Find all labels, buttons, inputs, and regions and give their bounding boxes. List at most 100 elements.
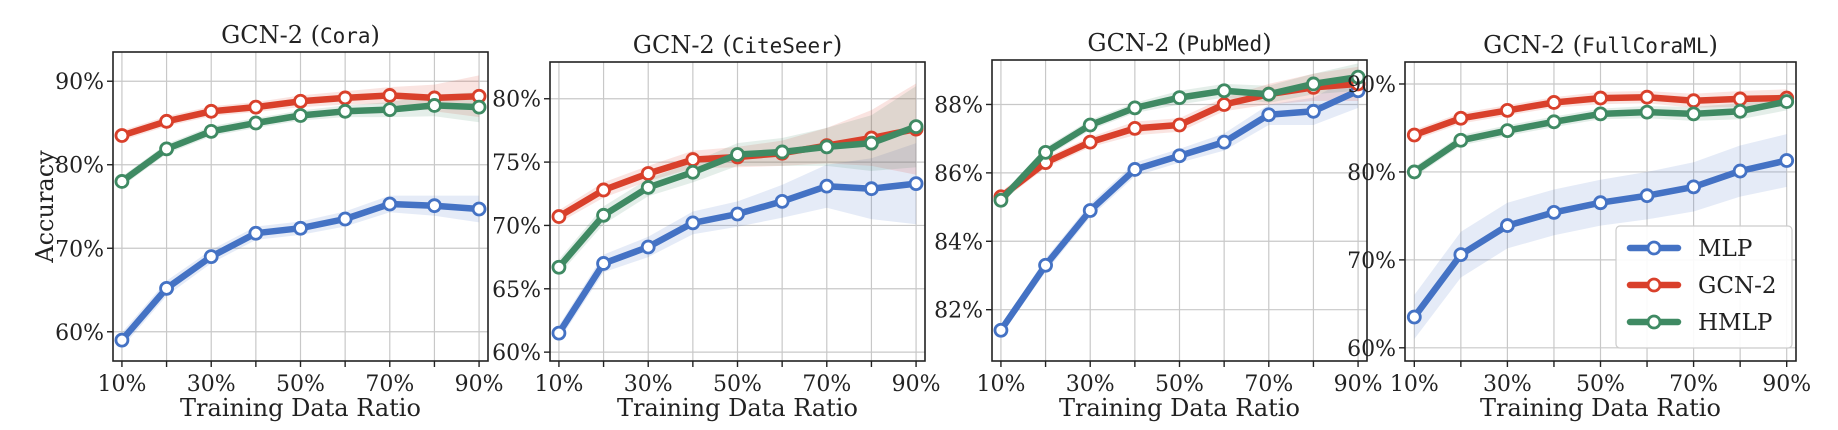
data-point-hmlp [1261, 86, 1277, 102]
legend-marker [1646, 240, 1662, 256]
x-axis-label: Training Data Ratio [1480, 394, 1721, 422]
data-point-gcn-2 [293, 93, 308, 109]
data-point-mlp [640, 239, 656, 255]
chart-title: GCN-2 (Cora) [221, 21, 380, 49]
chart-title: GCN-2 (PubMed) [1087, 29, 1271, 57]
data-point-mlp [159, 280, 174, 296]
x-tick-label: 10% [1390, 372, 1439, 397]
y-axis-label: Accuracy [31, 150, 59, 264]
data-point-gcn-2 [203, 103, 219, 119]
data-point-gcn-2 [1686, 93, 1701, 109]
data-point-hmlp [774, 144, 790, 160]
y-tick-label: 60% [55, 321, 104, 346]
chart-title: GCN-2 (CiteSeer) [633, 31, 842, 59]
data-point-gcn-2 [1406, 127, 1422, 143]
data-point-mlp [1453, 247, 1469, 262]
data-point-gcn-2 [1500, 102, 1515, 118]
x-tick-label: 90% [892, 372, 941, 397]
data-point-hmlp [1216, 83, 1232, 99]
data-point-hmlp [1082, 117, 1098, 133]
x-tick-label: 30% [1066, 372, 1115, 397]
data-point-hmlp [159, 141, 174, 157]
legend-marker [1646, 314, 1662, 330]
data-point-hmlp [248, 115, 264, 131]
x-axis-label: Training Data Ratio [1059, 394, 1300, 422]
x-tick-label: 10% [97, 372, 146, 397]
data-point-mlp [1261, 107, 1277, 123]
data-point-mlp [203, 249, 219, 265]
data-point-hmlp [551, 259, 567, 275]
data-point-mlp [1127, 162, 1143, 177]
data-point-mlp [1593, 195, 1608, 211]
y-tick-label: 82% [934, 299, 983, 324]
y-tick-label: 86% [934, 162, 983, 187]
data-point-hmlp [471, 99, 487, 115]
x-tick-label: 90% [455, 372, 504, 397]
data-point-gcn-2 [1593, 90, 1608, 106]
data-point-mlp [1686, 179, 1701, 195]
legend-box [1615, 225, 1793, 349]
data-point-hmlp [203, 123, 219, 139]
data-point-mlp [1779, 153, 1795, 168]
data-point-gcn-2 [640, 166, 656, 181]
x-tick-label: 50% [1155, 372, 1204, 397]
data-point-mlp [382, 196, 398, 212]
data-point-hmlp [1172, 90, 1187, 106]
x-tick-label: 30% [624, 372, 673, 397]
x-tick-label: 10% [534, 372, 583, 397]
x-tick-label: 50% [713, 372, 762, 397]
data-point-gcn-2 [685, 152, 701, 167]
data-point-mlp [1172, 148, 1187, 164]
data-point-gcn-2 [337, 90, 353, 106]
data-point-mlp [1306, 103, 1321, 119]
data-point-gcn-2 [1172, 117, 1187, 133]
data-point-hmlp [1350, 69, 1366, 85]
x-tick-label: 30% [1483, 372, 1532, 397]
data-point-hmlp [640, 180, 656, 195]
data-point-hmlp [1732, 103, 1748, 119]
x-tick-label: 70% [1244, 372, 1293, 397]
legend-label: MLP [1698, 236, 1752, 262]
chart-panel-1: 60% 65% 70% 75% 80% 10% 30% 50% 70% 90% Training D… [492, 31, 940, 422]
data-point-mlp [1038, 257, 1053, 273]
legend-marker [1646, 277, 1662, 293]
y-tick-label: 60% [492, 341, 541, 366]
chart-title: GCN-2 (FullCoraML) [1483, 31, 1718, 59]
data-point-gcn-2 [551, 209, 567, 224]
data-point-mlp [427, 198, 442, 214]
data-point-hmlp [730, 147, 745, 162]
data-point-mlp [993, 322, 1009, 338]
data-point-hmlp [1406, 164, 1422, 180]
data-point-hmlp [382, 102, 398, 118]
data-point-gcn-2 [1453, 110, 1469, 126]
data-point-mlp [293, 220, 308, 236]
data-point-mlp [1732, 163, 1748, 179]
data-point-hmlp [993, 192, 1009, 208]
data-point-mlp [1546, 204, 1562, 220]
data-point-mlp [1500, 218, 1515, 233]
data-point-mlp [1082, 203, 1098, 218]
data-point-mlp [551, 325, 567, 341]
data-point-mlp [908, 176, 924, 192]
y-tick-label: 65% [492, 278, 541, 303]
data-point-hmlp [293, 108, 308, 123]
chart-panel-2: 82% 84% 86% 88% 10% 30% 50% 70% 90% Training Data… [934, 29, 1382, 422]
x-axis-label: Training Data Ratio [180, 394, 421, 422]
data-point-gcn-2 [382, 88, 398, 103]
data-point-gcn-2 [159, 113, 174, 129]
data-point-gcn-2 [1216, 97, 1232, 112]
data-point-hmlp [596, 207, 611, 223]
x-tick-label: 90% [1762, 372, 1811, 397]
data-point-hmlp [685, 164, 701, 180]
confidence-band-hmlp [558, 86, 917, 275]
data-point-hmlp [864, 135, 879, 151]
y-tick-label: 90% [55, 70, 104, 95]
data-point-hmlp [908, 119, 924, 135]
y-tick-label: 90% [1347, 73, 1396, 98]
data-point-gcn-2 [114, 128, 130, 143]
x-tick-label: 30% [187, 372, 236, 397]
y-tick-label: 70% [1347, 249, 1396, 274]
y-tick-label: 84% [934, 230, 983, 255]
data-point-mlp [114, 332, 130, 348]
x-tick-label: 50% [1576, 372, 1625, 397]
